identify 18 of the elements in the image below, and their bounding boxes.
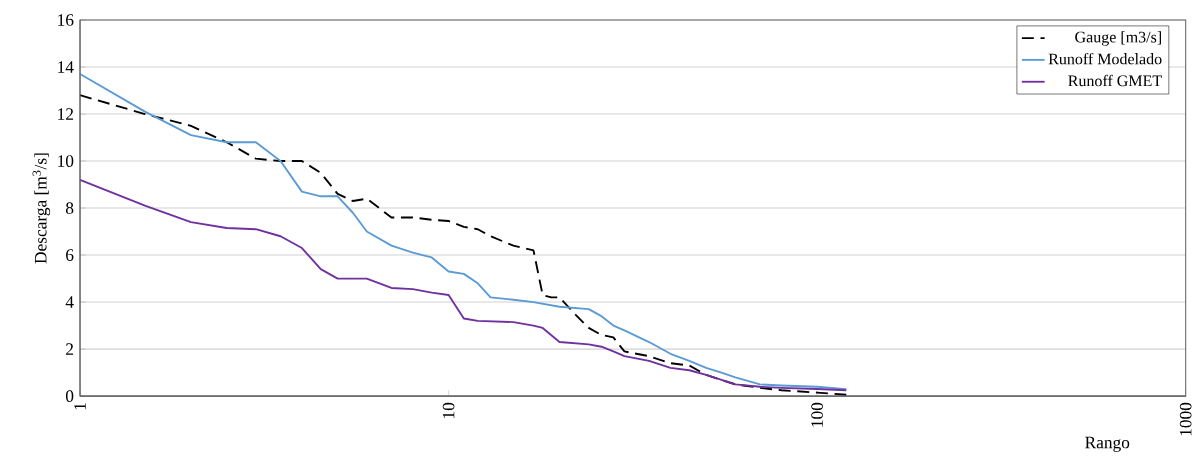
y-axis-title: Descarga [m$^{3}$/s] <box>32 153 51 264</box>
x-tick-label: 100 <box>811 402 823 427</box>
y-tick-label: 10 <box>58 155 74 167</box>
y-tick-label: 6 <box>66 249 74 261</box>
y-tick-label: 4 <box>65 296 74 308</box>
x-tick-label: 10 <box>442 402 455 418</box>
x-axis-title: Rango <box>1085 436 1130 452</box>
x-tick-label: 1 <box>74 403 86 410</box>
y-tick-label: 14 <box>58 61 74 73</box>
y-tick-label: 0 <box>65 390 74 402</box>
x-tick-label: 1000 <box>1179 402 1192 436</box>
y-tick-label: 8 <box>65 202 74 214</box>
legend-label: Runoff GMET <box>1068 74 1162 87</box>
legend-label: Runoff Modelado <box>1048 52 1162 65</box>
y-tick-label: 16 <box>58 14 74 26</box>
y-tick-label: 12 <box>58 108 74 120</box>
legend-label: Gauge [m3/s] <box>1075 31 1161 46</box>
y-tick-label: 2 <box>66 343 74 355</box>
